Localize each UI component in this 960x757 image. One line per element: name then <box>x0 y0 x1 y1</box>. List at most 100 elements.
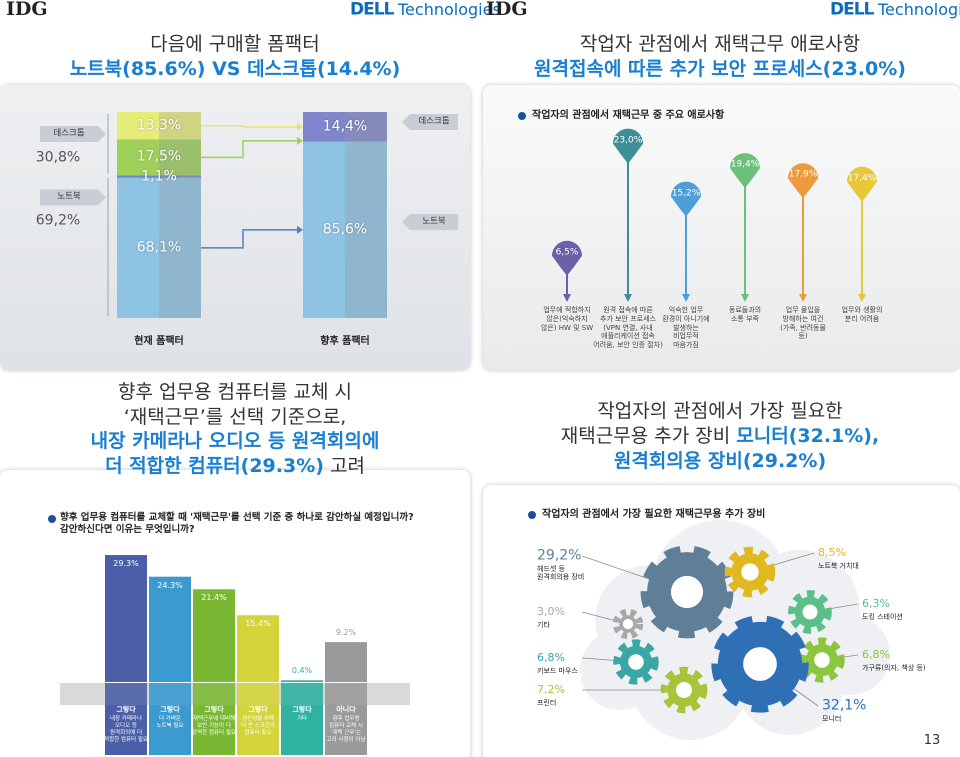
value-label: 17,5% <box>136 148 182 165</box>
pin <box>613 128 643 302</box>
bar-header <box>325 683 367 705</box>
arrow-head <box>297 225 303 234</box>
title-bullet <box>528 511 536 519</box>
value-label: 9.2% <box>335 628 357 638</box>
value-label: 68,1% <box>136 239 182 256</box>
headline-text: 모니터(32.1%), <box>736 425 880 448</box>
bar-face <box>159 175 201 178</box>
headline-text: 다음에 구매할 폼팩터 <box>150 33 320 56</box>
group-name: 노트북 <box>57 192 81 203</box>
group-name: 노트북 <box>422 216 446 227</box>
value-label: 6,8% <box>862 648 890 662</box>
headline-line: 다음에 구매할 폼팩터 <box>150 33 319 57</box>
category-label: 아니다 <box>336 705 356 714</box>
bar-face <box>159 177 201 318</box>
bar-description-box <box>281 705 323 755</box>
category-label: 도킹 스테이션 <box>862 613 903 621</box>
chart-title: 작업자의 관점에서 가장 필요한 재택근무용 추가 장비 <box>542 508 766 520</box>
value-label: 3,0% <box>537 605 565 619</box>
bar-face <box>303 112 345 142</box>
category-label: 노트북 거치대 <box>818 562 859 570</box>
gear-teeth <box>799 637 845 683</box>
bar-header <box>105 683 147 705</box>
category-label: 프린터 <box>537 699 557 707</box>
category-label: 모니터 <box>822 715 842 723</box>
headline-line: 원격접속에 따른 추가 보안 프로세스(23.0%) <box>534 58 906 82</box>
headline-text: 작업자의 관점에서 가장 필요한 <box>597 400 843 423</box>
value-label: 17,4% <box>847 173 877 184</box>
category-label: 헤드셋 등 원격회의용 장비 <box>537 565 585 582</box>
category-label: 키보드 마우스 <box>537 667 578 675</box>
bar-segment <box>117 139 201 176</box>
title-bullet <box>518 112 526 120</box>
gear-teeth <box>640 545 734 639</box>
category-description: 기타 <box>296 716 308 722</box>
page-number: 13 <box>923 732 941 748</box>
gear-hub <box>814 652 830 668</box>
bar-shade <box>159 177 201 318</box>
bar-segment <box>303 141 387 318</box>
pin <box>847 166 877 302</box>
headline-line: 향후 업무용 컴퓨터를 교체 시 <box>118 381 352 405</box>
headline-line: ‘재택근무’를 선택 기준으로, <box>124 406 346 430</box>
pin-head <box>730 153 760 189</box>
headline-line: 작업자의 관점에서 가장 필요한 <box>597 400 842 424</box>
flow-arrow <box>201 140 299 159</box>
headline-text: ‘재택근무’를 선택 기준으로, <box>123 405 347 428</box>
bar-face <box>117 139 159 176</box>
gear-hub <box>676 682 692 698</box>
headline-text: 노트북(85.6%) VS 데스크톱(14.4%) <box>69 58 401 81</box>
gear-hub <box>628 654 644 670</box>
gear <box>613 639 659 685</box>
category-label: 기타 <box>537 621 550 629</box>
value-label: 15,2% <box>671 188 701 198</box>
gear <box>788 590 832 634</box>
headline-text: 더 적합한 컴퓨터(29.3%) <box>105 454 324 477</box>
bar-face <box>345 141 387 318</box>
bar-header <box>237 683 279 705</box>
gear-hub <box>802 604 818 620</box>
headline-text: 작업자 관점에서 재택근무 애로사항 <box>579 33 861 56</box>
bar-face <box>159 139 201 176</box>
bar-segment <box>117 177 201 318</box>
pin-head <box>788 163 818 199</box>
category-label: 동료들과의 소통 부족 <box>728 306 762 323</box>
group-total: 30,8% <box>35 149 81 166</box>
category-description: 향후 업무용 컴퓨터 교체 시 '재택 근무'는 고려 사항이 아님 <box>326 716 366 744</box>
group-tag <box>98 189 106 206</box>
value-label: 23,0% <box>613 134 643 145</box>
value-label: 29,2% <box>537 547 582 564</box>
bar <box>281 680 323 682</box>
category-description: 내장 카메라나 오디오 등 원격회의에 더 적합한 컴퓨터 필요 <box>104 716 148 744</box>
bar-face <box>117 175 159 178</box>
logo-idg: IDG <box>486 0 528 21</box>
bar-header <box>149 683 191 705</box>
category-description: 재택근무에 대비해 보안 기능이 더 강력한 컴퓨터 필요 <box>192 716 236 737</box>
arrow-head <box>297 122 303 131</box>
value-label: 0.4% <box>291 666 313 676</box>
bar <box>149 576 191 682</box>
category-label: 그렇다 <box>204 705 224 714</box>
value-label: 21.4% <box>201 593 227 603</box>
logo-idg: IDG <box>6 0 48 21</box>
headline-text: 원격접속에 따른 추가 보안 프로세스(23.0%) <box>534 58 906 81</box>
headline-line: 원격회의용 장비(29.2%) <box>614 450 826 474</box>
bar <box>325 642 367 682</box>
headline-text: 고려 <box>323 454 365 477</box>
value-label: 6,5% <box>555 247 579 258</box>
category-label: 그렇다 <box>116 705 136 714</box>
category-label: 익숙한 업무 환경이 아니기에 발생하는 비업무적 마음가짐 <box>662 306 710 349</box>
gear-hub <box>741 563 759 581</box>
chart-title: 작업자의 관점에서 재택근무 중 주요 애로사항 <box>532 109 725 121</box>
value-label: 14,4% <box>322 118 368 135</box>
bar-face <box>117 112 159 140</box>
category-label: 가구류(의자, 책상 등) <box>862 664 926 672</box>
pin <box>730 153 760 302</box>
pin-head <box>847 166 877 202</box>
gear <box>660 666 708 714</box>
group-tag <box>98 126 106 142</box>
bar-segment <box>117 175 201 178</box>
value-label: 6,8% <box>537 651 565 665</box>
category-description: 더 가벼운 노트북 필요 <box>156 716 184 730</box>
